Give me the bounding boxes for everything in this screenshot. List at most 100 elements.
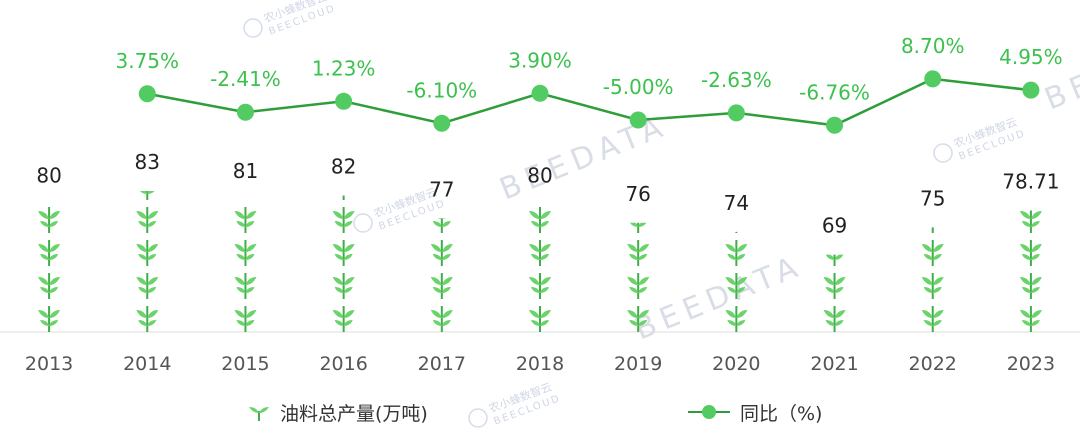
yoy-point-2019 (629, 111, 647, 129)
sprout-2016-1-leaf-lower-left (334, 287, 344, 293)
sprout-2022-0-leaf-right (932, 310, 944, 318)
sprout-2015-3-leaf-lower-right (245, 221, 255, 227)
sprout-2016-1-leaf-left (332, 277, 344, 285)
sprout-2023-2-leaf-right (1030, 244, 1042, 252)
sprout-2016-4-leaf-right (344, 178, 355, 186)
sprout-2022-0-leaf-lower-right (932, 320, 942, 326)
yoy-point-2017 (433, 114, 451, 132)
sprout-2023-1-leaf-left (1019, 277, 1031, 285)
bar-label-2023: 78.71 (1002, 169, 1059, 193)
bar-label-2021: 69 (822, 214, 847, 238)
sprout-2018-2-leaf-lower-right (540, 254, 549, 260)
sprout-2022-3-leaf-left (922, 211, 933, 219)
sprout-2014-0-leaf-right (147, 310, 159, 318)
sprout-2020-0-leaf-lower-left (727, 320, 737, 326)
sprout-2014-1-leaf-lower-left (138, 287, 148, 293)
sprout-2013-1-leaf-right (49, 277, 61, 285)
bar-2023 (1019, 210, 1042, 332)
sprout-2023-0-leaf-right (1030, 310, 1042, 318)
sprout-2020-4-leaf-left (725, 178, 736, 186)
bar-label-2019: 76 (625, 182, 650, 206)
sprout-2018-3-leaf-left (529, 211, 540, 219)
sprout-2014-2-leaf-right (147, 244, 159, 252)
sprout-2023-3-leaf-right (1030, 211, 1042, 219)
legend-item-production[interactable]: 油料总产量(万吨) (246, 396, 428, 428)
sprout-2017-0-leaf-lower-left (432, 320, 442, 326)
sprout-2016-0-leaf-lower-right (343, 320, 353, 326)
sprout-2017-0-leaf-left (430, 310, 442, 318)
sprout-2023-1-leaf-lower-left (1021, 287, 1031, 293)
sprout-2013-3-leaf-lower-right (49, 221, 59, 227)
sprout-2020-2-leaf-lower-right (736, 254, 746, 260)
bar-2022 (921, 211, 944, 332)
sprout-2020-0-leaf-lower-right (736, 320, 746, 326)
x-tick-2018: 2018 (516, 353, 564, 375)
yoy-point-2018 (531, 84, 549, 102)
sprout-2016-0-leaf-left (332, 310, 344, 318)
sprout-2022-1-leaf-right (932, 277, 944, 285)
sprout-2015-4-leaf-lower-left (236, 188, 245, 194)
sprout-2013-3-leaf-right (49, 211, 61, 219)
sprout-2022-2-leaf-left (921, 244, 933, 252)
sprout-2013-0-leaf-left (38, 310, 50, 318)
sprout-2014-4-leaf-left (136, 178, 147, 186)
sprout-2016-1-leaf-lower-right (343, 287, 353, 293)
legend-item-yoy[interactable]: 同比（%) (686, 396, 822, 428)
sprout-2020-0-leaf-left (725, 310, 737, 318)
sprout-2013-2-leaf-left (38, 244, 50, 252)
sprout-2015-1-leaf-right (245, 277, 257, 285)
watermark-logo (933, 143, 953, 163)
sprout-2017-1-leaf-right (441, 277, 453, 285)
legend-label-yoy: 同比（%) (740, 402, 823, 425)
sprout-2017-0-leaf-lower-right (441, 320, 451, 326)
sprout-2014-2-leaf-lower-right (147, 254, 157, 260)
sprout-2013-2-leaf-lower-right (49, 254, 59, 260)
sprout-2018-0-leaf-right (540, 310, 551, 318)
yoy-label-2021: -6.76% (799, 80, 870, 104)
bar-label-2017: 77 (429, 177, 454, 201)
sprout-2018-0-leaf-left (529, 310, 540, 318)
bar-2018 (529, 207, 551, 332)
sprout-2015-1-leaf-left (234, 277, 246, 285)
bar-label-2020: 74 (724, 191, 749, 215)
x-tick-2013: 2013 (25, 353, 73, 375)
yoy-point-2021 (826, 116, 844, 134)
sprout-2013-1-leaf-left (38, 277, 50, 285)
sprout-2016-3-leaf-lower-left (334, 221, 344, 227)
sprout-2021-1-leaf-lower-left (825, 287, 835, 293)
sprout-2017-0-leaf-right (441, 310, 453, 318)
sprout-2022-3-leaf-lower-left (924, 221, 933, 227)
sprout-2016-1-leaf-right (343, 277, 355, 285)
sprout-2013-0-leaf-right (49, 310, 61, 318)
x-tick-2023: 2023 (1007, 353, 1055, 375)
sprout-2020-0-leaf-right (736, 310, 748, 318)
sprout-2023-1-leaf-lower-right (1030, 287, 1040, 293)
sprout-2016-4-leaf-lower-left (335, 188, 344, 194)
sprout-2019-3-leaf-left (627, 211, 638, 219)
sprout-2013-0-leaf-lower-right (49, 320, 59, 326)
sprout-2022-2-leaf-lower-right (932, 254, 942, 260)
yoy-label-2020: -2.63% (701, 68, 772, 92)
sprout-2023-1-leaf-right (1030, 277, 1042, 285)
sprout-2023-0-leaf-left (1019, 310, 1031, 318)
sprout-2016-2-leaf-left (332, 244, 344, 252)
x-tick-2015: 2015 (221, 353, 269, 375)
sprout-2013-4-leaf-lower-right (49, 188, 58, 194)
sprout-2013-3-leaf-lower-left (40, 221, 50, 227)
sprout-2015-4-leaf-lower-right (245, 188, 254, 194)
sprout-2021-2-leaf-left (824, 244, 835, 252)
sprout-2018-3-leaf-lower-right (540, 221, 549, 227)
sprout-2022-0-leaf-lower-left (923, 320, 933, 326)
sprout-2019-0-leaf-left (627, 310, 639, 318)
sprout-2020-1-leaf-lower-left (727, 287, 737, 293)
sprout-2015-0-leaf-left (234, 310, 246, 318)
sprout-2019-0-leaf-lower-right (638, 320, 648, 326)
yoy-point-2014 (138, 85, 156, 103)
sprout-2013-4-leaf-lower-left (40, 188, 49, 194)
x-tick-2019: 2019 (614, 353, 662, 375)
sprout-2022-1-leaf-left (921, 277, 933, 285)
sprout-2020-1-leaf-lower-right (736, 287, 746, 293)
sprout-2014-1-leaf-right (147, 277, 159, 285)
sprout-2017-2-leaf-right (441, 244, 453, 252)
bar-2013 (38, 188, 61, 332)
